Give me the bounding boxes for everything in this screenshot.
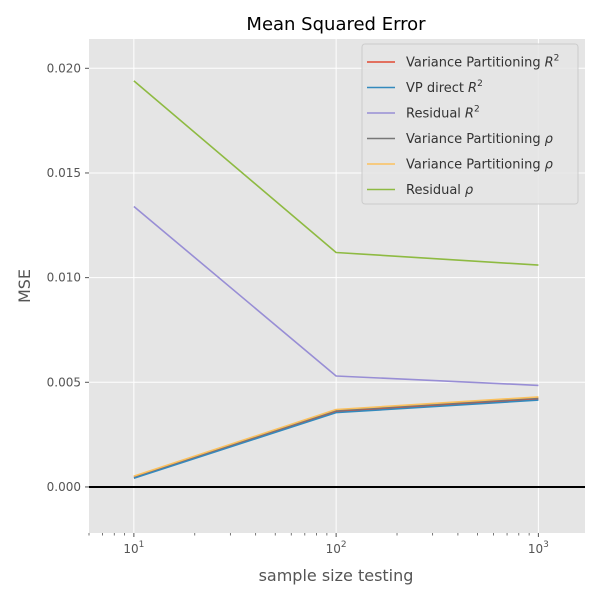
series-line-3: [133, 205, 539, 387]
legend-label: Variance Partitioning R2: [406, 54, 559, 71]
x-axis-ticks: 101 102 103: [123, 533, 549, 556]
x-axis-label: sample size testing: [259, 566, 414, 585]
series-line-2: [133, 399, 539, 479]
legend-label: Variance Partitioning ρ: [406, 132, 554, 147]
series-lines: [133, 80, 539, 479]
y-tick-label: 0.020: [47, 61, 81, 75]
y-tick-label: 0.005: [47, 375, 81, 389]
legend-label: Variance Partitioning ρ: [406, 158, 554, 173]
series-line-5: [133, 396, 539, 477]
series-line-6: [133, 80, 539, 266]
chart-title: Mean Squared Error: [246, 14, 426, 35]
legend-label: Residual ρ: [406, 183, 474, 198]
legend-label: VP direct R2: [406, 79, 483, 96]
y-axis-ticks: 0.000 0.005 0.010 0.015 0.020: [47, 61, 89, 494]
x-tick-label: 102: [326, 540, 347, 556]
minor-gridlines: [88, 533, 530, 536]
x-tick-label: 101: [123, 540, 144, 556]
y-tick-label: 0.015: [47, 166, 81, 180]
x-tick-label: 103: [528, 540, 549, 556]
y-tick-label: 0.010: [47, 271, 81, 285]
legend: Variance Partitioning R2 VP direct R2 Residu…: [361, 43, 579, 205]
y-tick-label: 0.000: [47, 480, 81, 494]
y-axis-label: MSE: [15, 269, 34, 303]
legend-label: Residual R2: [406, 105, 480, 122]
legend-box: [361, 43, 579, 205]
